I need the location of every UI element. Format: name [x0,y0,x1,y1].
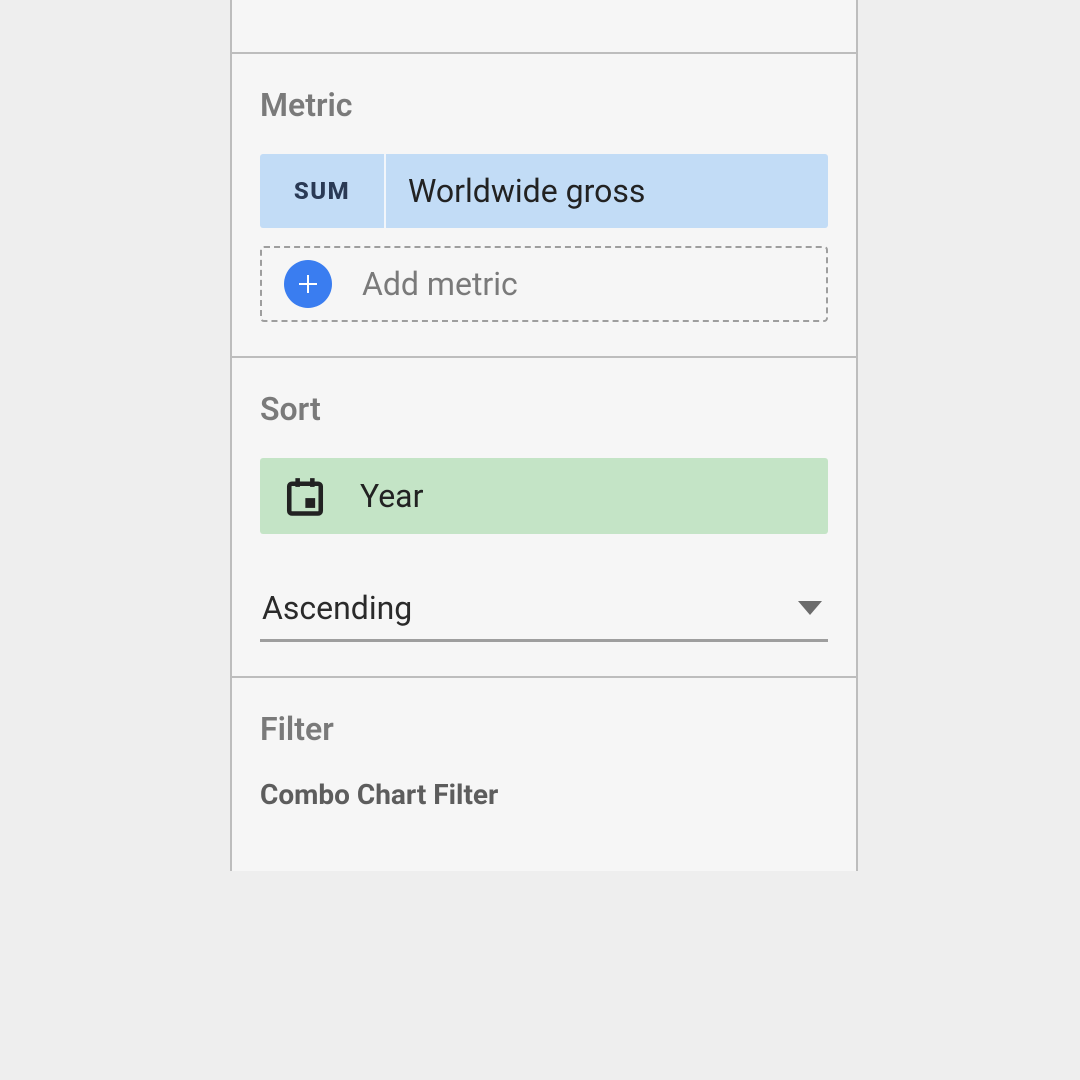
metric-aggregation-badge[interactable]: SUM [260,154,386,228]
sort-field-label: Year [360,477,423,515]
metric-chip[interactable]: SUM Worldwide gross [260,154,828,228]
config-panel: Metric SUM Worldwide gross Add metric So… [230,0,858,871]
sort-section: Sort Year Ascending [232,358,856,678]
add-metric-button[interactable]: Add metric [260,246,828,322]
plus-icon [284,260,332,308]
filter-subheading: Combo Chart Filter [260,778,828,811]
add-metric-label: Add metric [362,265,518,303]
filter-section-title: Filter [260,710,828,748]
sort-direction-dropdown[interactable]: Ascending [260,582,828,642]
filter-section: Filter Combo Chart Filter [232,678,856,871]
calendar-icon [284,475,326,517]
sort-direction-label: Ascending [262,589,412,627]
chevron-down-icon [798,601,822,615]
metric-field-label: Worldwide gross [386,154,828,228]
sort-field-chip[interactable]: Year [260,458,828,534]
metric-section-title: Metric [260,86,828,124]
previous-section-stub [232,0,856,54]
metric-section: Metric SUM Worldwide gross Add metric [232,54,856,358]
sort-section-title: Sort [260,390,828,428]
